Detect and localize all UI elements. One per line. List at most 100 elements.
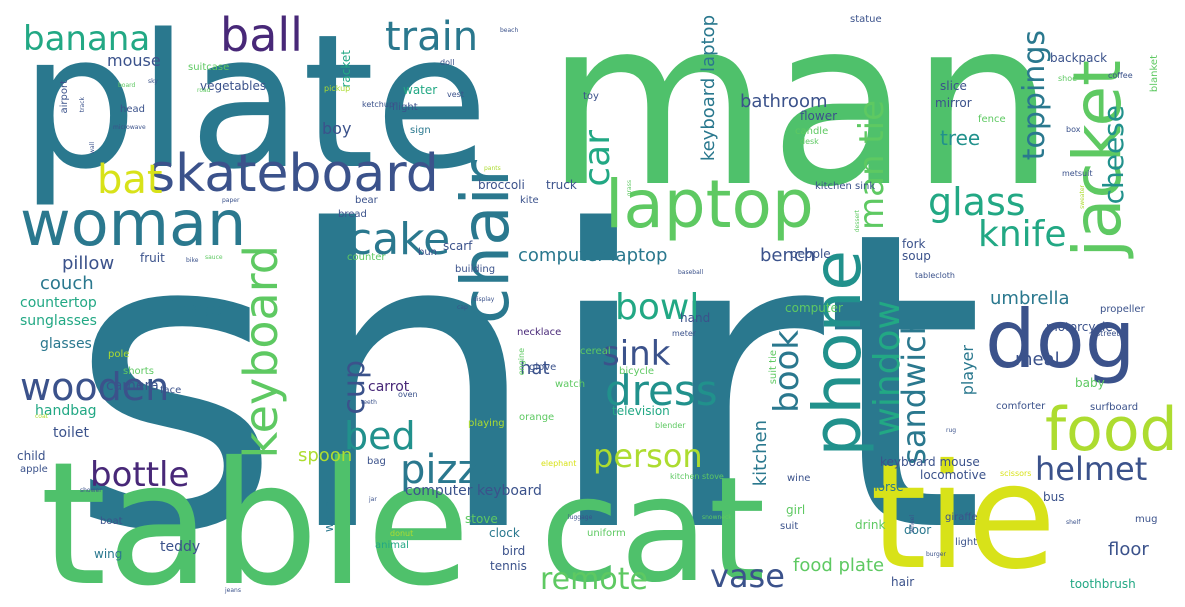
- word-skateboard: skateboard: [148, 144, 439, 204]
- word-candle: candle: [795, 126, 829, 137]
- word-laptop: laptop: [605, 166, 814, 243]
- word-bun: bun: [418, 247, 438, 258]
- word-hand: hand: [680, 311, 711, 325]
- word-meter: meter: [672, 329, 697, 338]
- word-stove: stove: [465, 512, 498, 526]
- word-cap: cap: [457, 304, 468, 311]
- word-necklace: necklace: [517, 327, 562, 338]
- word-bird: bird: [502, 544, 526, 558]
- word-sandwich: sandwich: [895, 315, 933, 465]
- word-computer-laptop: computer laptop: [518, 245, 668, 266]
- word-face: face: [160, 385, 182, 396]
- word-wine: wine: [787, 473, 811, 484]
- word-doll: doll: [440, 58, 455, 67]
- word-hair: hair: [891, 575, 915, 589]
- word-bike: bike: [186, 257, 199, 264]
- word-toy: toy: [583, 91, 599, 102]
- word-floor: floor: [1108, 539, 1149, 560]
- word-bowl: bowl: [615, 287, 700, 328]
- word-girl: girl: [786, 503, 806, 517]
- word-wall: wall: [89, 142, 96, 154]
- word-backpack: backpack: [1050, 51, 1108, 65]
- word-locomotive: locomotive: [920, 468, 987, 482]
- word-banana: banana: [23, 19, 151, 59]
- word-suit-tie: suit tie: [768, 350, 779, 385]
- word-shoe: shoe: [1058, 74, 1078, 83]
- word-coat: coat: [35, 413, 48, 420]
- word-camera: camera: [106, 378, 159, 394]
- word-knife: knife: [978, 214, 1067, 255]
- word-pole: pole: [108, 349, 130, 360]
- word-oven: oven: [398, 390, 418, 399]
- word-jeans: jeans: [225, 587, 241, 594]
- word-car: car: [577, 130, 618, 187]
- word-countertop: countertop: [20, 295, 97, 311]
- word-fence: fence: [978, 114, 1006, 125]
- word-fork: fork: [902, 237, 926, 251]
- word-people: people: [790, 247, 831, 261]
- word-flight: flight: [392, 102, 418, 113]
- word-glove: glove: [529, 362, 557, 373]
- word-vase: vase: [710, 557, 785, 595]
- word-sauce: sauce: [205, 254, 223, 261]
- word-woman: woman: [20, 187, 247, 260]
- word-animal: animal: [375, 540, 409, 551]
- word-tennis: tennis: [490, 559, 527, 573]
- word-bread: bread: [338, 209, 367, 220]
- word-surfboard: surfboard: [1090, 402, 1139, 413]
- word-elephant: elephant: [541, 459, 577, 468]
- word-kitchen-sink: kitchen sink: [815, 181, 876, 192]
- word-soup: soup: [902, 249, 931, 263]
- word-playing: playing: [468, 418, 505, 429]
- word-meal: meal: [1015, 349, 1060, 370]
- word-scissors: scissors: [1000, 469, 1032, 478]
- word-shorts: shorts: [123, 366, 154, 377]
- word-child: child: [17, 449, 46, 463]
- word-fruit: fruit: [140, 251, 165, 265]
- word-display: display: [473, 296, 495, 303]
- word-bench: bench: [760, 245, 816, 266]
- word-bed: bed: [344, 414, 416, 458]
- word-tablecloth: tablecloth: [915, 271, 955, 280]
- word-food-plate: food plate: [793, 555, 885, 576]
- word-baseball: baseball: [678, 269, 704, 276]
- word-water: water: [403, 83, 438, 97]
- word-dress: dress: [605, 366, 718, 415]
- word-rug: rug: [946, 427, 957, 434]
- word-carrot: carrot: [368, 379, 410, 395]
- word-person: person: [593, 437, 703, 475]
- word-track: track: [79, 97, 86, 113]
- word-jar: jar: [369, 496, 377, 503]
- word-comforter: comforter: [996, 401, 1046, 412]
- word-umbrella: umbrella: [990, 288, 1070, 309]
- word-burger: burger: [926, 551, 946, 558]
- word-sink: sink: [602, 334, 671, 374]
- word-shower: shower: [80, 487, 102, 494]
- word-suitcase: suitcase: [188, 62, 230, 73]
- word-microwave: microwave: [113, 124, 146, 131]
- word-apple: apple: [20, 464, 48, 475]
- word-statue: statue: [850, 14, 882, 25]
- word-uniform: uniform: [587, 528, 626, 539]
- word-tree: tree: [940, 126, 981, 150]
- word-boy: boy: [322, 119, 352, 138]
- word-flower: flower: [800, 109, 838, 123]
- word-glasses: glasses: [40, 336, 92, 352]
- word-motorcycle: motorcycle: [1046, 320, 1113, 334]
- word-mirror: mirror: [935, 96, 972, 110]
- word-bear: bear: [355, 195, 378, 206]
- word-orange: orange: [519, 412, 555, 423]
- word-computer-keyboard: computer keyboard: [405, 483, 542, 499]
- word-pizza: pizza: [400, 447, 504, 493]
- word-cup: cup: [337, 360, 372, 415]
- word-kite: kite: [520, 195, 539, 206]
- word-bus: bus: [1043, 490, 1065, 504]
- word-pants: pants: [484, 165, 501, 172]
- word-pillow: pillow: [62, 253, 115, 274]
- word-paper: paper: [222, 197, 240, 204]
- word-blender: blender: [655, 421, 686, 430]
- word-couch: couch: [40, 273, 94, 294]
- word-helmet: helmet: [1035, 450, 1148, 488]
- word-keyboard-laptop: keyboard laptop: [698, 15, 719, 162]
